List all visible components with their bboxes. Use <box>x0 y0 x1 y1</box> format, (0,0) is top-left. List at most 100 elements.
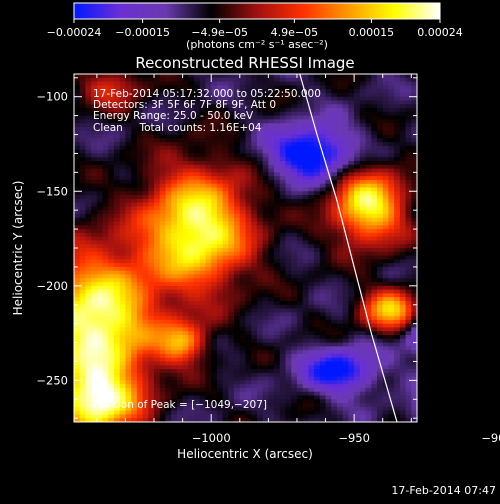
heatmap-cell <box>377 161 383 165</box>
heatmap-cell <box>274 203 280 207</box>
heatmap-cell <box>297 301 303 305</box>
heatmap-cell <box>314 169 320 173</box>
heatmap-cell <box>154 210 160 214</box>
heatmap-cell <box>251 240 257 244</box>
heatmap-cell <box>331 335 337 339</box>
heatmap-cell <box>360 361 366 365</box>
heatmap-cell <box>371 365 377 369</box>
heatmap-cell <box>97 248 103 252</box>
heatmap-cell <box>91 244 97 248</box>
heatmap-cell <box>291 187 297 191</box>
heatmap-cell <box>114 195 120 199</box>
heatmap-cell <box>286 271 292 275</box>
heatmap-cell <box>217 74 223 78</box>
heatmap-cell <box>286 161 292 165</box>
heatmap-cell <box>251 309 257 313</box>
heatmap-cell <box>360 252 366 256</box>
heatmap-cell <box>217 187 223 191</box>
heatmap-cell <box>114 388 120 392</box>
heatmap-cell <box>74 305 80 309</box>
heatmap-cell <box>223 369 229 373</box>
heatmap-cell <box>223 267 229 271</box>
heatmap-cell <box>314 301 320 305</box>
heatmap-cell <box>223 206 229 210</box>
heatmap-cell <box>326 331 332 335</box>
heatmap-cell <box>120 233 126 237</box>
heatmap-cell <box>148 176 154 180</box>
heatmap-cell <box>354 380 360 384</box>
heatmap-cell <box>257 361 263 365</box>
heatmap-cell <box>217 339 223 343</box>
heatmap-cell <box>177 146 183 150</box>
heatmap-cell <box>240 320 246 324</box>
heatmap-cell <box>200 312 206 316</box>
heatmap-cell <box>74 108 80 112</box>
heatmap-cell <box>108 222 114 226</box>
heatmap-cell <box>188 225 194 229</box>
heatmap-cell <box>297 278 303 282</box>
heatmap-cell <box>240 384 246 388</box>
heatmap-cell <box>217 165 223 169</box>
heatmap-cell <box>148 214 154 218</box>
heatmap-cell <box>160 176 166 180</box>
heatmap-cell <box>85 135 91 139</box>
heatmap-cell <box>217 312 223 316</box>
heatmap-cell <box>274 331 280 335</box>
heatmap-cell <box>137 203 143 207</box>
heatmap-cell <box>360 157 366 161</box>
heatmap-cell <box>348 229 354 233</box>
heatmap-cell <box>371 165 377 169</box>
heatmap-cell <box>303 74 309 78</box>
heatmap-cell <box>286 203 292 207</box>
heatmap-cell <box>291 214 297 218</box>
heatmap-cell <box>263 191 269 195</box>
heatmap-cell <box>131 195 137 199</box>
heatmap-cell <box>377 335 383 339</box>
heatmap-cell <box>348 267 354 271</box>
heatmap-cell <box>320 346 326 350</box>
heatmap-cell <box>97 135 103 139</box>
heatmap-cell <box>131 259 137 263</box>
heatmap-cell <box>194 354 200 358</box>
heatmap-cell <box>120 335 126 339</box>
heatmap-cell <box>137 365 143 369</box>
heatmap-cell <box>148 380 154 384</box>
heatmap-cell <box>314 388 320 392</box>
heatmap-cell <box>91 305 97 309</box>
heatmap-cell <box>211 414 217 418</box>
heatmap-cell <box>360 165 366 169</box>
heatmap-cell <box>348 286 354 290</box>
heatmap-cell <box>263 271 269 275</box>
heatmap-cell <box>331 222 337 226</box>
heatmap-cell <box>343 199 349 203</box>
heatmap-cell <box>234 157 240 161</box>
heatmap-cell <box>360 414 366 418</box>
heatmap-cell <box>257 240 263 244</box>
heatmap-cell <box>85 187 91 191</box>
heatmap-cell <box>125 316 131 320</box>
heatmap-cell <box>85 384 91 388</box>
heatmap-cell <box>263 146 269 150</box>
heatmap-cell <box>194 350 200 354</box>
heatmap-cell <box>303 278 309 282</box>
heatmap-cell <box>74 388 80 392</box>
heatmap-cell <box>303 142 309 146</box>
heatmap-cell <box>103 327 109 331</box>
heatmap-cell <box>137 256 143 260</box>
heatmap-cell <box>200 327 206 331</box>
heatmap-cell <box>286 369 292 373</box>
heatmap-cell <box>125 206 131 210</box>
heatmap-cell <box>183 392 189 396</box>
heatmap-cell <box>371 414 377 418</box>
heatmap-cell <box>137 343 143 347</box>
heatmap-cell <box>366 195 372 199</box>
heatmap-cell <box>125 214 131 218</box>
heatmap-cell <box>183 172 189 176</box>
heatmap-cell <box>177 271 183 275</box>
heatmap-cell <box>343 180 349 184</box>
heatmap-cell <box>308 165 314 169</box>
heatmap-cell <box>280 388 286 392</box>
heatmap-cell <box>114 233 120 237</box>
heatmap-cell <box>371 142 377 146</box>
heatmap-cell <box>200 380 206 384</box>
